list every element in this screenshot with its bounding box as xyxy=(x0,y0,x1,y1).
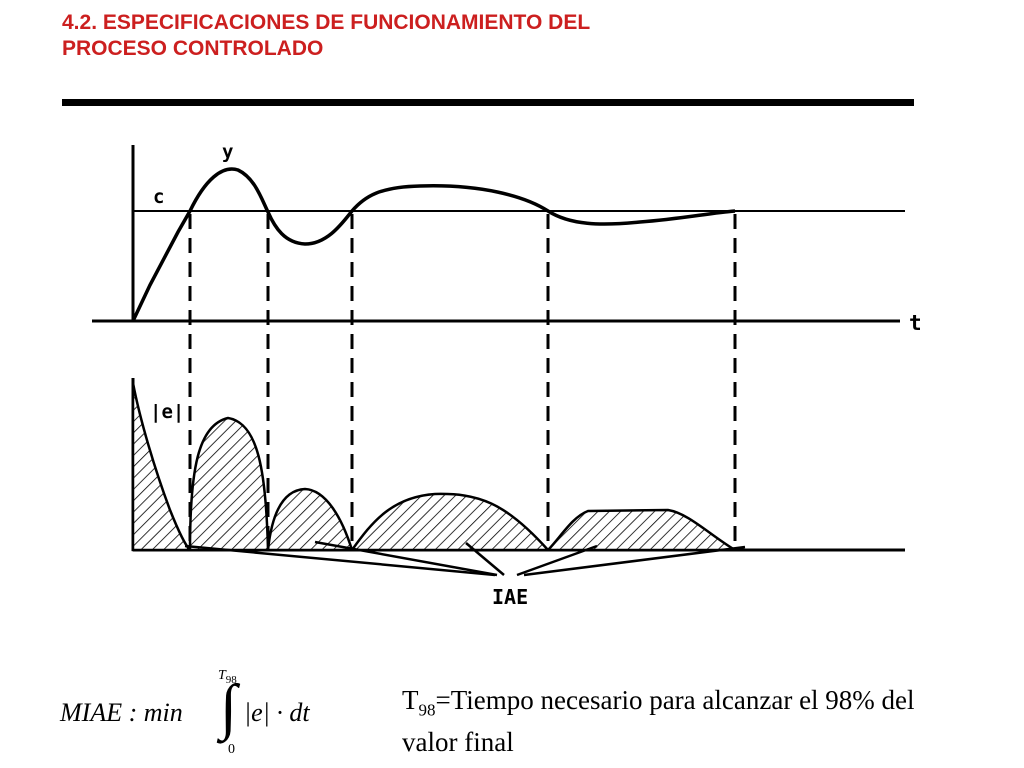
t98-description: =Tiempo necesario para alcanzar el 98% d… xyxy=(402,685,915,758)
miae-formula: MIAE : min T98 ∫ 0 |e| · dt xyxy=(60,662,360,768)
iae-pointer-4 xyxy=(516,544,598,577)
t98-symbol: T xyxy=(402,685,419,715)
integral-lower-limit: 0 xyxy=(228,742,235,757)
error-area-5 xyxy=(544,508,740,552)
t98-subscript: 98 xyxy=(418,700,436,720)
setpoint-label-c: c xyxy=(153,186,164,208)
error-area-2 xyxy=(188,416,270,552)
iae-pointers xyxy=(184,540,746,577)
integral-upper-sub: 98 xyxy=(225,673,237,686)
iae-pointer-5 xyxy=(523,545,746,577)
slide-title-line-1: 4.2. ESPECIFICACIONES DE FUNCIONAMIENTO … xyxy=(62,11,591,34)
error-area-3 xyxy=(266,487,354,552)
title-underline xyxy=(62,99,914,106)
formula-integrand: |e| · dt xyxy=(244,698,310,727)
response-curve-y xyxy=(131,167,736,322)
response-plot: y c t xyxy=(92,141,922,335)
response-label-y: y xyxy=(222,141,233,163)
iae-pointer-3 xyxy=(465,542,505,576)
formula-lhs: MIAE : min xyxy=(60,698,183,727)
time-axis-label-t: t xyxy=(909,311,922,335)
error-area-4 xyxy=(349,492,551,552)
t98-definition: T98=Tiempo necesario para alcanzar el 98… xyxy=(402,684,962,759)
iae-pointer-2 xyxy=(314,540,498,577)
error-label-abs-e: |e| xyxy=(150,401,184,423)
crossing-guides xyxy=(188,214,737,548)
integral-upper-base: T xyxy=(218,668,226,683)
error-plot: |e| xyxy=(131,378,905,552)
integral-upper-limit: T98 xyxy=(218,668,237,686)
iae-label: IAE xyxy=(492,585,528,609)
integral-sign: ∫ xyxy=(220,673,237,741)
iae-pointer-1 xyxy=(184,544,496,577)
error-area-1 xyxy=(131,382,194,552)
slide-title-line-2: PROCESO CONTROLADO xyxy=(62,37,324,60)
slide-title: 4.2. ESPECIFICACIONES DE FUNCIONAMIENTO … xyxy=(62,10,942,62)
